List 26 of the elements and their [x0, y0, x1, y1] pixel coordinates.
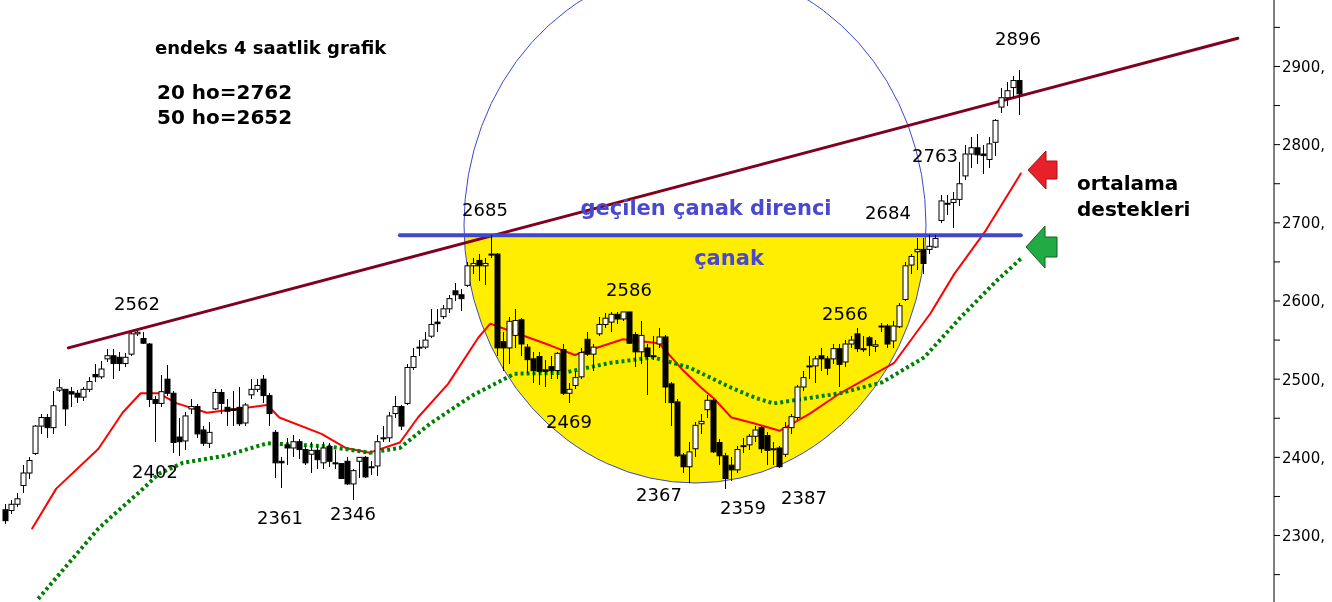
annotation: 2566 [822, 302, 868, 324]
annotation: 2361 [257, 506, 303, 528]
annotation: 2359 [720, 496, 766, 518]
annotation: 20 ho=2762 [157, 80, 293, 104]
text: endeks 4 saatlik grafik [155, 37, 387, 58]
annotation: 2763 [912, 144, 958, 166]
annotation: 2586 [606, 278, 652, 300]
annotation: ortalama destekleri [1077, 170, 1192, 222]
annotation: 2685 [462, 198, 508, 220]
y-tick-label: 2400, [1282, 448, 1325, 467]
line-series [31, 172, 1022, 530]
annotation: 2562 [114, 292, 160, 314]
annotation: 2684 [865, 201, 911, 223]
annotation: 2387 [781, 486, 827, 508]
annotation: 50 ho=2652 [157, 105, 293, 129]
y-tick-label: 2900, [1282, 57, 1325, 76]
y-tick-label: 2600, [1282, 292, 1325, 311]
y-tick-label: 2800, [1282, 135, 1325, 154]
annotation: 2367 [636, 483, 682, 505]
y-tick-label: 2700, [1282, 214, 1325, 233]
y-tick-label: 2300, [1282, 526, 1325, 545]
annotation: 2346 [330, 502, 376, 524]
annotation: 2896 [995, 27, 1041, 49]
y-tick-label: 2500, [1282, 370, 1325, 389]
annotation: çanak [694, 246, 764, 270]
annotation: 2469 [546, 410, 592, 432]
